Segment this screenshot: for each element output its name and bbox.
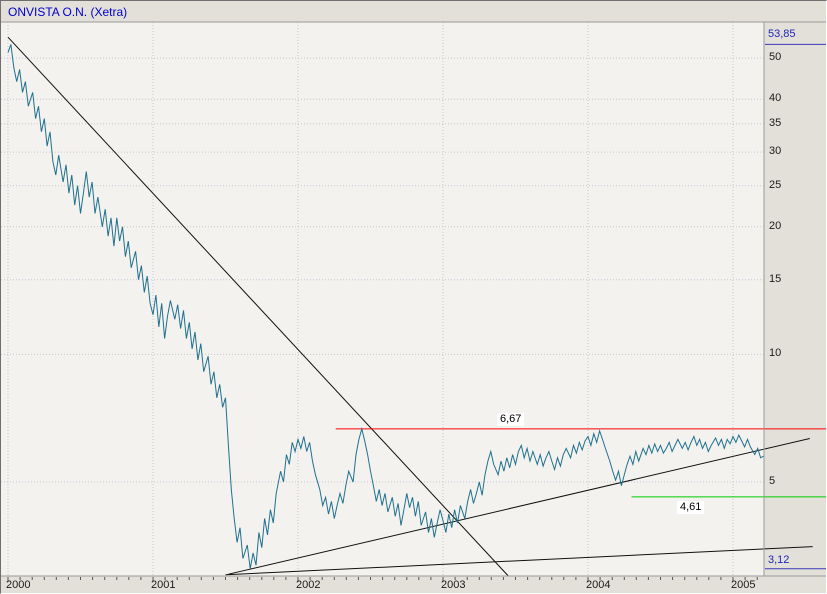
support-price-label: 4,61 bbox=[677, 501, 705, 514]
y-axis-label: 10 bbox=[769, 347, 782, 359]
y-axis-label: 25 bbox=[769, 179, 782, 191]
y-axis-label: 15 bbox=[769, 273, 782, 285]
trendline-primary-downtrend bbox=[7, 36, 509, 577]
y-axis-label: 30 bbox=[769, 145, 782, 157]
y-axis-label: 35 bbox=[769, 117, 782, 129]
trendline-rising-support bbox=[228, 438, 810, 575]
chart-title-bar: ONVISTA O.N. (Xetra) bbox=[1, 1, 826, 22]
y-axis-label: 40 bbox=[769, 92, 782, 104]
y-axis-label: 50 bbox=[769, 51, 782, 63]
y-axis-label: 5 bbox=[769, 475, 776, 487]
trendline-base-line bbox=[225, 546, 813, 576]
y-axis-label: 20 bbox=[769, 220, 782, 232]
plot-background bbox=[1, 22, 764, 576]
period-high-label: 53,85 bbox=[768, 28, 796, 40]
period-low-label: 3,12 bbox=[768, 554, 790, 566]
price-line bbox=[7, 44, 764, 569]
chart-title: ONVISTA O.N. (Xetra) bbox=[8, 5, 128, 19]
y-axis: 50 40 35 30 25 20 15 10 5 bbox=[764, 1, 826, 593]
resistance-price-label: 6,67 bbox=[497, 413, 525, 426]
